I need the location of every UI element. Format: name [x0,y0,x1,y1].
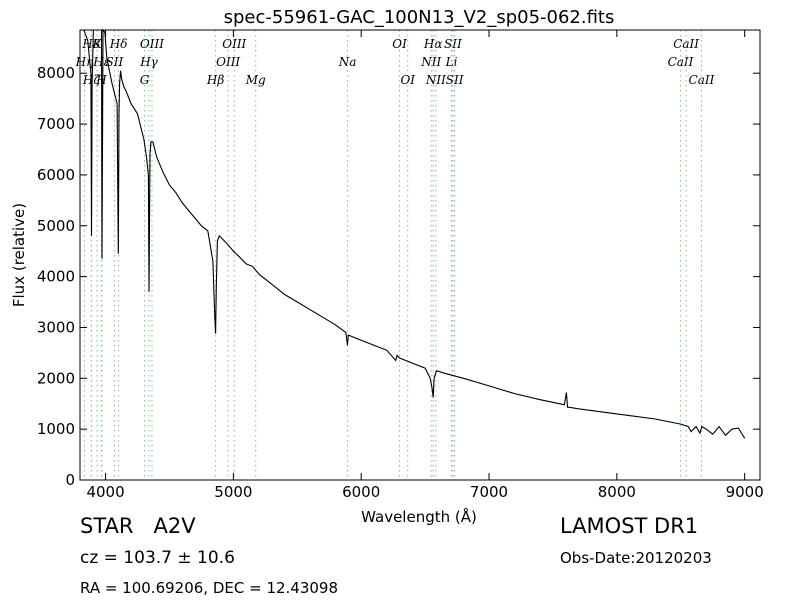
object-type: STAR [80,514,134,538]
x-tick-label-0: 4000 [86,483,124,501]
line-label-11: OI [400,73,415,87]
object-classification: STAR A2V [80,514,196,538]
x-tick-label-3: 7000 [470,483,508,501]
y-tick-label-0: 0 [65,471,75,489]
x-tick-label-4: 8000 [598,483,636,501]
y-tick-label-1: 1000 [37,420,75,438]
x-tick-label-5: 9000 [726,483,764,501]
y-tick-label-2: 2000 [37,369,75,387]
survey-name: LAMOST DR1 [560,514,699,538]
line-label-3: OIII [140,37,164,51]
line-label-17: SII [446,73,464,87]
line-label-26: SII [106,55,124,69]
y-tick-label-8: 8000 [37,64,75,82]
y-axis-label: Flux (relative) [10,203,28,307]
x-tick-label-2: 6000 [342,483,380,501]
line-label-2: Hγ [139,55,158,69]
line-label-9: Na [338,55,357,69]
line-label-14: NII [425,73,446,87]
line-label-23: Hζ [82,73,101,87]
y-tick-label-7: 7000 [37,115,75,133]
spectrum-line-0 [83,28,746,439]
line-label-7: OIII [222,37,246,51]
x-tick-label-1: 5000 [214,483,252,501]
chart-title: spec-55961-GAC_100N13_V2_sp05-062.fits [224,7,615,28]
redshift-value: cz = 103.7 ± 10.6 [80,548,235,568]
y-tick-label-6: 6000 [37,166,75,184]
line-label-1: Hδ [109,37,128,51]
observation-date: Obs-Date:20120203 [560,549,712,567]
line-label-12: NII [420,55,441,69]
line-label-4: G [140,73,150,87]
line-label-20: CaII [689,73,715,87]
line-label-8: Mg [245,73,266,87]
line-label-5: Hβ [206,73,224,87]
line-label-6: OIII [216,55,240,69]
y-tick-label-4: 4000 [37,268,75,286]
line-label-19: CaII [673,37,699,51]
line-label-13: Hα [423,37,443,51]
line-label-18: CaII [668,55,694,69]
y-tick-label-3: 3000 [37,318,75,336]
line-label-24: K [92,37,103,51]
coordinates: RA = 100.69206, DEC = 12.43098 [80,579,339,597]
line-label-16: SII [444,37,462,51]
y-tick-label-5: 5000 [37,217,75,235]
line-label-22: Hη [75,55,94,69]
object-subclass: A2V [153,514,196,538]
line-label-15: Li [445,55,458,69]
plot-frame [79,29,761,481]
x-axis-label: Wavelength (Å) [361,507,477,526]
line-label-10: OI [392,37,407,51]
line-label-21: H8 [81,37,100,51]
